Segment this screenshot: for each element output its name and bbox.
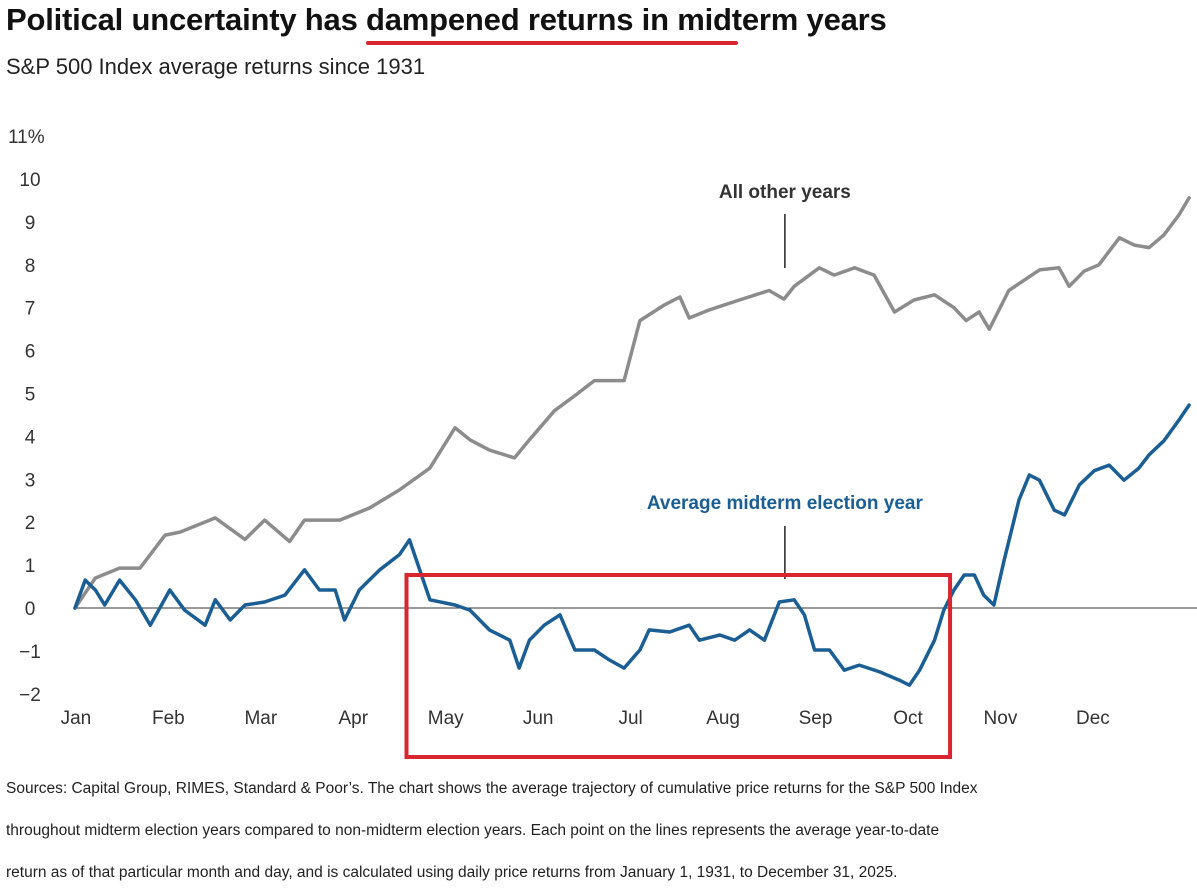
footnote-line-3: return as of that particular month and d… xyxy=(6,864,898,881)
y-tick-label: 8 xyxy=(25,256,36,277)
series-line-midterm-years xyxy=(73,403,1191,687)
y-tick-label: 10 xyxy=(19,170,40,191)
annotation-all-other-years: All other years xyxy=(719,182,851,203)
chart-subtitle: S&P 500 Index average returns since 1931 xyxy=(6,54,426,79)
y-tick-label: 5 xyxy=(25,385,36,406)
x-tick-label-mar: Mar xyxy=(244,708,277,729)
x-tick-label-may: May xyxy=(428,708,464,729)
series-line-all-other-years xyxy=(73,196,1191,610)
y-tick-label: −2 xyxy=(19,685,41,706)
x-tick-label-dec: Dec xyxy=(1076,708,1110,729)
x-tick-label-jul: Jul xyxy=(618,708,642,729)
x-tick-label-oct: Oct xyxy=(893,708,923,729)
y-tick-label: 1 xyxy=(25,556,36,577)
x-tick-label-apr: Apr xyxy=(338,708,368,729)
y-tick-label: 2 xyxy=(25,513,36,534)
y-tick-label: 3 xyxy=(25,470,36,491)
x-tick-label-jan: Jan xyxy=(61,708,92,729)
y-tick-label: 11% xyxy=(8,127,45,148)
y-tick-label: 4 xyxy=(25,427,36,448)
footnote-line-1: Sources: Capital Group, RIMES, Standard … xyxy=(6,780,978,797)
y-tick-label: 9 xyxy=(25,213,36,234)
annotation-midterm-year: Average midterm election year xyxy=(647,493,924,514)
title-highlight-underline xyxy=(366,41,738,45)
highlight-box xyxy=(404,573,953,759)
chart-title: Political uncertainty has dampened retur… xyxy=(6,2,887,37)
y-tick-label: 7 xyxy=(25,299,36,320)
y-tick-label: 6 xyxy=(25,342,36,363)
x-tick-label-aug: Aug xyxy=(706,708,740,729)
x-tick-label-feb: Feb xyxy=(152,708,185,729)
x-tick-label-jun: Jun xyxy=(523,708,554,729)
x-tick-label-nov: Nov xyxy=(984,708,1018,729)
y-tick-label: 0 xyxy=(25,599,36,620)
x-tick-label-sep: Sep xyxy=(799,708,833,729)
y-tick-label: −1 xyxy=(19,642,41,663)
footnote-line-2: throughout midterm election years compar… xyxy=(6,822,940,839)
